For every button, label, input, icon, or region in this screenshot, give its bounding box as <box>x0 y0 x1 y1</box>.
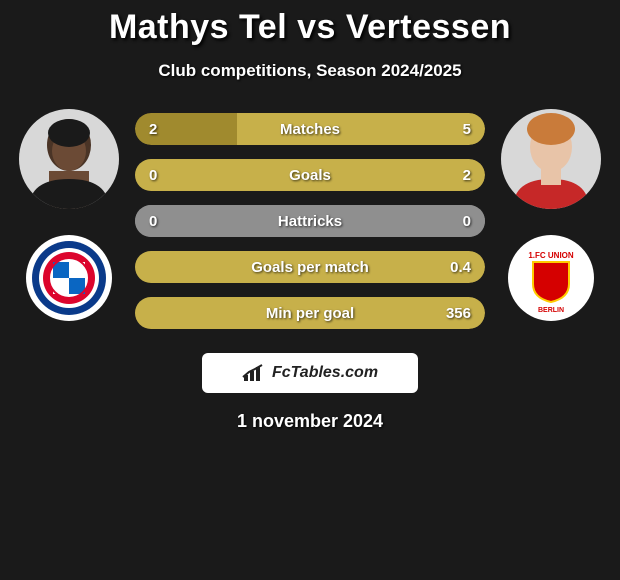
stat-right-value: 5 <box>463 121 471 138</box>
left-player-avatar <box>19 109 119 209</box>
stat-left-value: 2 <box>149 121 157 138</box>
stat-bar: 0 Goals 2 <box>135 159 485 191</box>
stat-label: Goals <box>289 167 331 184</box>
stat-right-value: 0 <box>463 213 471 230</box>
left-club-badge <box>26 235 112 321</box>
stat-bar: Min per goal 356 <box>135 297 485 329</box>
watermark-badge: FcTables.com <box>202 353 418 393</box>
bar-overlay: Goals per match 0.4 <box>135 251 485 283</box>
stat-label: Goals per match <box>251 259 369 276</box>
comparison-row: 2 Matches 5 0 Goals 2 0 Hattricks 0 Goals per mat… <box>0 109 620 329</box>
stat-bar: 0 Hattricks 0 <box>135 205 485 237</box>
page-title: Mathys Tel vs Vertessen <box>0 8 620 47</box>
bar-overlay: 2 Matches 5 <box>135 113 485 145</box>
bar-overlay: 0 Goals 2 <box>135 159 485 191</box>
stat-label: Matches <box>280 121 340 138</box>
bar-overlay: 0 Hattricks 0 <box>135 205 485 237</box>
subtitle: Club competitions, Season 2024/2025 <box>0 61 620 81</box>
svg-text:1.FC UNION: 1.FC UNION <box>528 251 574 260</box>
right-club-badge: 1.FC UNION BERLIN <box>508 235 594 321</box>
bar-overlay: Min per goal 356 <box>135 297 485 329</box>
right-player-col: 1.FC UNION BERLIN <box>501 109 601 321</box>
stat-left-value: 0 <box>149 167 157 184</box>
stat-left-value: 0 <box>149 213 157 230</box>
stats-column: 2 Matches 5 0 Goals 2 0 Hattricks 0 Goals per mat… <box>135 109 485 329</box>
left-player-col <box>19 109 119 321</box>
stat-bar: Goals per match 0.4 <box>135 251 485 283</box>
watermark-text: FcTables.com <box>272 364 378 382</box>
svg-text:BERLIN: BERLIN <box>538 307 564 314</box>
date-text: 1 november 2024 <box>0 411 620 432</box>
stat-right-value: 0.4 <box>450 259 471 276</box>
stat-bar: 2 Matches 5 <box>135 113 485 145</box>
chart-icon <box>242 363 266 383</box>
stat-right-value: 356 <box>446 305 471 322</box>
stat-label: Hattricks <box>278 213 342 230</box>
stat-label: Min per goal <box>266 305 354 322</box>
right-player-avatar <box>501 109 601 209</box>
stat-right-value: 2 <box>463 167 471 184</box>
